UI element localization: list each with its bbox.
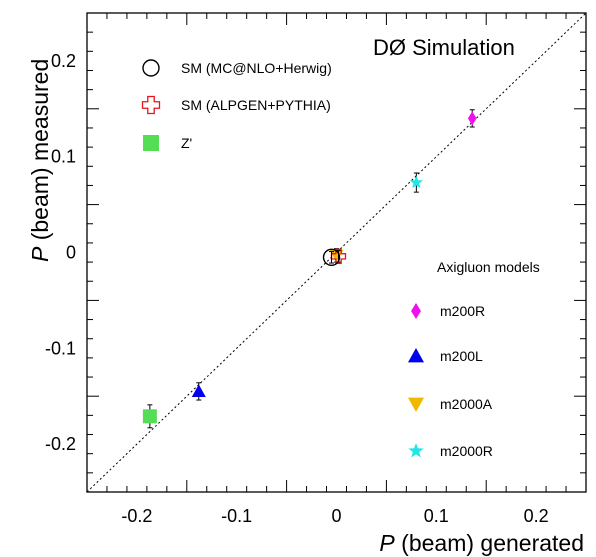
legend-marker-m2000R [408,443,424,458]
data-point-m200L [191,382,206,401]
x-tick-label: 0.2 [524,506,549,526]
x-tick-label: -0.2 [121,506,152,526]
data-point-zprime [142,404,157,429]
y-tick-label: 0.1 [51,147,76,167]
marker-zprime [142,409,157,424]
marker-m2000A [329,249,344,263]
legend-marker-m200R [411,303,421,319]
legend-label: m2000R [440,443,493,459]
marker-m200R [467,111,477,126]
legend-label: SM (MC@NLO+Herwig) [181,60,332,76]
data-points [142,109,477,429]
legend-item-sm_alpgen: SM (ALPGEN+PYTHIA) [141,95,331,115]
legend-label: m200R [440,303,485,319]
data-point-sm_mcnlo [322,248,341,266]
legend-marker-m200L [408,348,424,363]
legend-item-m2000A: m2000A [408,396,493,412]
marker-sm_mcnlo [322,248,341,266]
axis-tick-labels: -0.2 -0.1 0 0.1 0.2 -0.2 -0.1 0 0.1 0.2 [45,51,549,526]
y-tick-label: -0.2 [45,434,76,454]
x-tick-label: 0 [331,506,341,526]
y-axis-label: P (beam) measured [27,59,53,262]
legend-label: m200L [440,348,483,364]
legend-item-m200L: m200L [408,348,483,364]
legend-marker-m2000A [408,397,424,412]
legend-label: SM (ALPGEN+PYTHIA) [181,97,331,113]
legend-label: Z' [181,135,192,151]
diagonal-reference-line [86,12,587,493]
axis-ticks [86,12,587,493]
marker-m200L [191,384,206,398]
data-point-m2000R [409,172,423,193]
legend-item-m200R: m200R [411,303,485,319]
plot-frame [86,12,587,493]
y-tick-label: -0.1 [45,338,76,358]
y-tick-label: 0.2 [51,51,76,71]
y-tick-label: 0 [66,243,76,263]
legend-item-zprime: Z' [143,135,192,151]
data-point-m200R [467,109,477,128]
legend-marker-sm_alpgen [141,95,161,115]
legend-title: Axigluon models [437,259,540,275]
x-tick-label: -0.1 [221,506,252,526]
legend-item-sm_mcnlo: SM (MC@NLO+Herwig) [142,59,332,77]
legend: SM (MC@NLO+Herwig) SM (ALPGEN+PYTHIA) Z' Ax… [141,59,540,459]
x-axis-label: P (beam) generated [379,530,584,556]
simulation-label: DØ Simulation [373,35,515,60]
legend-marker-zprime [143,135,159,151]
marker-m2000R [409,175,423,189]
x-tick-label: 0.1 [424,506,449,526]
legend-item-m2000R: m2000R [408,443,493,459]
legend-marker-sm_mcnlo [142,59,160,77]
legend-label: m2000A [440,396,493,412]
